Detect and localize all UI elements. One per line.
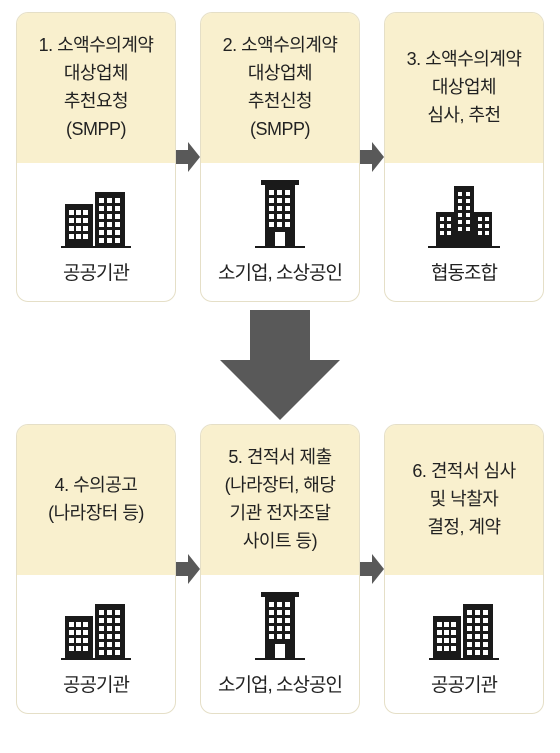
step-card-1: 1. 소액수의계약대상업체추천요청(SMPP) — [16, 12, 176, 302]
arrow-right-icon — [360, 554, 384, 584]
arrow-right-icon — [176, 554, 200, 584]
step-body: 공공기관 — [17, 163, 175, 301]
step-card-4: 4. 수의공고(나라장터 등) — [16, 424, 176, 714]
step-card-2: 2. 소액수의계약대상업체추천신청(SMPP) — [200, 12, 360, 302]
step-body: 소기업, 소상공인 — [201, 163, 359, 301]
step-title: 5. 견적서 제출(나라장터, 해당기관 전자조달사이트 등) — [201, 425, 359, 575]
step-body: 공공기관 — [385, 575, 543, 713]
step-card-5: 5. 견적서 제출(나라장터, 해당기관 전자조달사이트 등) — [200, 424, 360, 714]
flow-row-1: 1. 소액수의계약대상업체추천요청(SMPP) — [8, 12, 552, 302]
step-title: 2. 소액수의계약대상업체추천신청(SMPP) — [201, 13, 359, 163]
two-buildings-icon — [61, 592, 131, 660]
step-title: 3. 소액수의계약대상업체심사, 추천 — [385, 13, 543, 163]
tall-building-icon — [255, 592, 305, 660]
tall-building-icon — [255, 180, 305, 248]
step-actor: 협동조합 — [431, 258, 497, 285]
step-card-6: 6. 견적서 심사및 낙찰자결정, 계약 — [384, 424, 544, 714]
step-actor: 소기업, 소상공인 — [218, 670, 342, 697]
step-actor: 공공기관 — [63, 670, 129, 697]
arrow-right-icon — [360, 142, 384, 172]
two-buildings-icon — [61, 180, 131, 248]
step-title: 4. 수의공고(나라장터 등) — [17, 425, 175, 575]
arrow-down-large-icon — [8, 302, 552, 424]
step-actor: 소기업, 소상공인 — [218, 258, 342, 285]
two-buildings-icon — [429, 592, 499, 660]
city-cluster-icon — [428, 180, 500, 248]
flow-row-2: 4. 수의공고(나라장터 등) — [8, 424, 552, 714]
step-actor: 공공기관 — [63, 258, 129, 285]
step-actor: 공공기관 — [431, 670, 497, 697]
step-title: 6. 견적서 심사및 낙찰자결정, 계약 — [385, 425, 543, 575]
arrow-right-icon — [176, 142, 200, 172]
step-body: 소기업, 소상공인 — [201, 575, 359, 713]
step-title: 1. 소액수의계약대상업체추천요청(SMPP) — [17, 13, 175, 163]
step-body: 협동조합 — [385, 163, 543, 301]
step-body: 공공기관 — [17, 575, 175, 713]
step-card-3: 3. 소액수의계약대상업체심사, 추천 — [384, 12, 544, 302]
